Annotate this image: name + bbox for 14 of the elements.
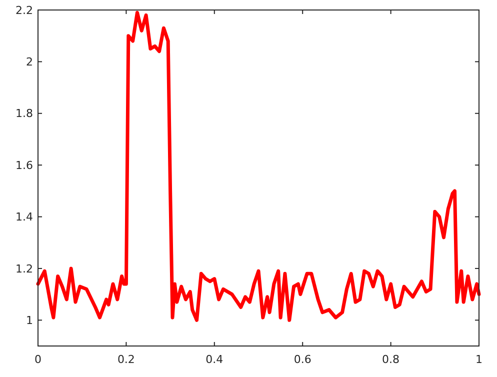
y-tick-label: 1.2 bbox=[16, 262, 33, 276]
y-tick-label: 2.2 bbox=[16, 4, 33, 17]
y-tick-label: 1 bbox=[26, 314, 33, 328]
x-tick-label: 0.6 bbox=[294, 353, 312, 366]
y-tick-label: 1.6 bbox=[16, 158, 33, 172]
x-tick-label: 0.4 bbox=[206, 353, 224, 366]
y-tick-label: 2 bbox=[26, 56, 33, 69]
x-tick-label: 0.8 bbox=[382, 353, 400, 366]
x-tick-label: 1 bbox=[476, 353, 482, 366]
x-tick-label: 0.2 bbox=[117, 353, 135, 366]
y-tick-label: 1.8 bbox=[16, 107, 33, 120]
x-tick-label: 0 bbox=[34, 353, 42, 366]
y-tick-label: 1.4 bbox=[16, 210, 33, 224]
line-series bbox=[36, 10, 481, 322]
